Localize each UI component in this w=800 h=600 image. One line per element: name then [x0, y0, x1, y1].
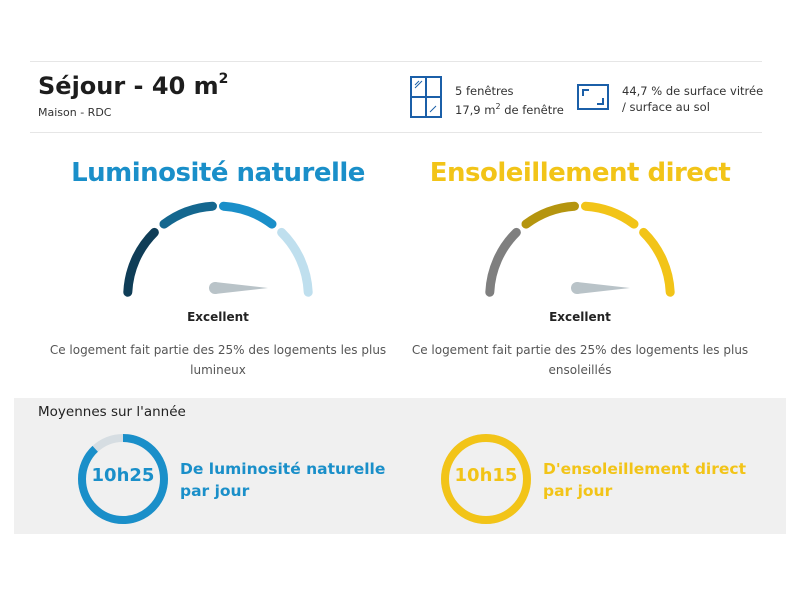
luminosity-gauge-segment-3 [219, 201, 277, 229]
sunshine-daily-label: D'ensoleillement direct par jour [543, 460, 746, 500]
luminosity-gauge [123, 201, 313, 297]
luminosity-ring-progress [78, 434, 168, 524]
sunshine-gauge [485, 201, 675, 297]
sunshine-gauge-segment-2 [521, 201, 579, 229]
sunshine-daily-ring [441, 434, 531, 524]
sunshine-gauge-hub [571, 282, 583, 294]
surface-ratio-icon [577, 84, 609, 110]
windows-info: 5 fenêtres 17,9 m2 de fenêtre [455, 83, 564, 118]
glazing-line2: / surface au sol [622, 100, 710, 114]
luminosity-daily-label: De luminosité naturelle par jour [180, 460, 386, 500]
sunshine-rating: Excellent [549, 310, 611, 324]
sunshine-gauge-segment-3 [581, 201, 639, 229]
sunshine-gauge-needle [577, 282, 630, 294]
windows-area: 17,9 m2 de fenêtre [455, 102, 564, 117]
sunshine-gauge-segment-4 [639, 227, 675, 297]
luminosity-gauge-segment-4 [277, 227, 313, 297]
luminosity-daily-ring [78, 434, 168, 524]
sunshine-daily-value: 10h15 [454, 465, 518, 486]
windows-count: 5 fenêtres [455, 84, 514, 98]
luminosity-rating: Excellent [187, 310, 249, 324]
room-title: Séjour - 40 m2 [38, 71, 229, 100]
luminosity-daily-value: 10h25 [91, 465, 155, 486]
luminosity-heading: Luminosité naturelle [71, 158, 365, 188]
luminosity-gauge-hub [209, 282, 221, 294]
sunshine-ring-progress [441, 434, 531, 524]
yearly-averages-title: Moyennes sur l'année [38, 404, 186, 420]
header-divider [30, 132, 762, 133]
luminosity-gauge-segment-2 [159, 201, 217, 229]
luminosity-description: Ce logement fait partie des 25% des loge… [49, 343, 387, 377]
luminosity-gauge-segment-1 [123, 227, 159, 297]
top-divider [30, 61, 762, 62]
glazing-line1: 44,7 % de surface vitrée [622, 84, 764, 98]
room-subtitle: Maison - RDC [38, 106, 112, 119]
glazing-info: 44,7 % de surface vitrée / surface au so… [622, 83, 763, 115]
sunshine-gauge-segment-1 [485, 227, 521, 297]
sunshine-description: Ce logement fait partie des 25% des loge… [411, 343, 749, 377]
window-icon [410, 76, 442, 118]
luminosity-gauge-needle [215, 282, 268, 294]
sunshine-heading: Ensoleillement direct [429, 158, 731, 188]
